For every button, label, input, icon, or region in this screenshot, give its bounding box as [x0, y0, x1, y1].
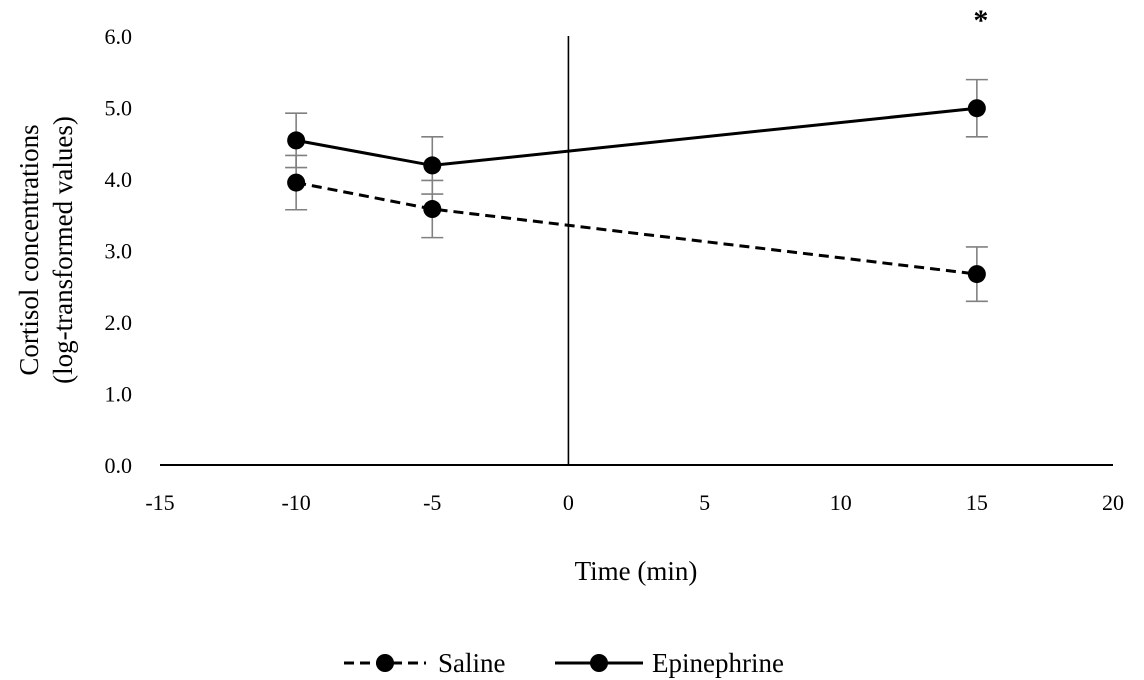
x-tick-label: 20	[1102, 490, 1124, 515]
legend: Saline Epinephrine	[344, 648, 784, 678]
x-tick-label: 0	[563, 490, 574, 515]
y-tick-label: 2.0	[105, 310, 133, 335]
y-tick-label: 0.0	[105, 453, 133, 478]
y-axis-title: Cortisol concentrations (log-transformed…	[14, 116, 78, 384]
x-tick-label: -15	[145, 490, 174, 515]
significance-marker: *	[973, 4, 988, 37]
x-axis-title: Time (min)	[575, 556, 698, 586]
data-point-saline	[967, 265, 986, 284]
data-point-epinephrine	[967, 99, 986, 118]
y-tick-label: 5.0	[105, 96, 133, 121]
series-line-saline	[295, 181, 978, 276]
data-point-epinephrine	[287, 131, 306, 150]
data-point-saline	[423, 200, 442, 219]
y-axis-title-line-2: (log-transformed values)	[48, 116, 78, 384]
axes	[160, 36, 1113, 466]
data-point-epinephrine	[423, 156, 442, 175]
y-tick-label: 4.0	[105, 167, 133, 192]
legend-item-epinephrine: Epinephrine	[555, 648, 784, 678]
y-axis-title-line-1: Cortisol concentrations	[14, 124, 44, 375]
y-tick-label: 3.0	[105, 239, 133, 264]
legend-label-epinephrine: Epinephrine	[652, 648, 784, 678]
data-point-saline	[287, 173, 306, 192]
legend-marker-epinephrine	[590, 654, 608, 672]
series-line-epinephrine	[295, 106, 978, 167]
legend-label-saline: Saline	[438, 648, 506, 678]
series-epinephrine	[285, 78, 988, 195]
x-tick-label: 15	[966, 490, 988, 515]
series-saline	[285, 154, 988, 303]
legend-marker-saline	[376, 654, 394, 672]
legend-item-saline: Saline	[344, 648, 506, 678]
y-tick-label: 6.0	[105, 24, 133, 49]
series-layer	[285, 78, 988, 303]
x-tick-label: -10	[281, 490, 310, 515]
ticks: 0.0 1.0 2.0 3.0 4.0 5.0 6.0 -15 -10 -5 0 5 10 15 20	[105, 24, 1125, 515]
y-tick-label: 1.0	[105, 382, 133, 407]
x-tick-label: 5	[699, 490, 710, 515]
annotation-layer: *	[973, 4, 988, 37]
x-tick-label: 10	[830, 490, 852, 515]
x-tick-label: -5	[423, 490, 441, 515]
